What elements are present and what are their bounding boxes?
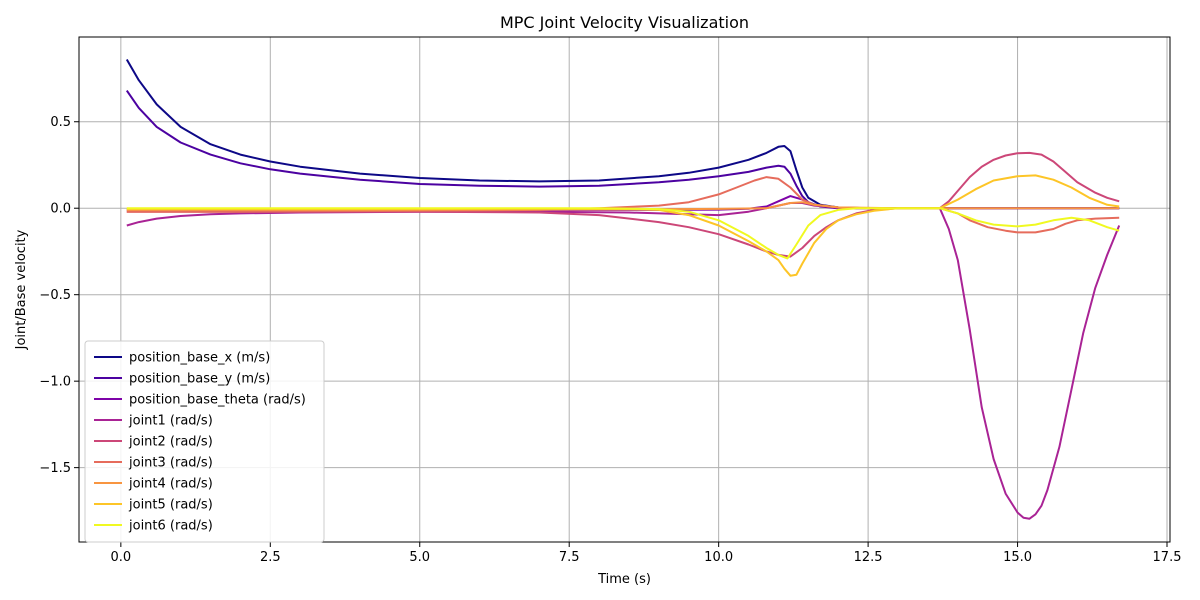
x-tick-label: 12.5	[854, 550, 883, 565]
legend-label: position_base_y (m/s)	[129, 372, 270, 387]
y-tick-label: 0.5	[50, 115, 71, 130]
series-line-8	[126, 174, 1120, 277]
plot-area-frame	[78, 36, 1171, 543]
x-tick-label: 5.0	[409, 550, 430, 565]
x-tick-label: 0.0	[111, 550, 132, 565]
x-axis-title: Time (s)	[597, 572, 651, 587]
series-lines	[125, 58, 1121, 520]
y-tick-label: −0.5	[39, 288, 71, 303]
legend-label: position_base_theta (rad/s)	[129, 393, 306, 408]
legend-label: joint2 (rad/s)	[128, 435, 213, 450]
y-tick-label: −1.5	[39, 461, 71, 476]
legend-label: joint1 (rad/s)	[128, 414, 213, 429]
legend-label: joint4 (rad/s)	[128, 477, 213, 492]
legend-box	[84, 340, 325, 543]
legend: position_base_x (m/s) position_base_y (m/…	[84, 340, 325, 543]
y-axis-ticks: 0.5 0.0 −0.5 −1.0 −1.5	[39, 115, 79, 476]
x-tick-label: 2.5	[260, 550, 281, 565]
series-line-9	[126, 207, 1120, 260]
legend-label: joint6 (rad/s)	[128, 519, 213, 534]
legend-label: joint3 (rad/s)	[128, 456, 213, 471]
x-tick-label: 7.5	[559, 550, 580, 565]
y-tick-label: 0.0	[50, 202, 71, 217]
legend-label: position_base_x (m/s)	[129, 351, 270, 366]
x-axis-ticks: 0.0 2.5 5.0 7.5 10.0 12.5 15.0 17.5	[111, 542, 1182, 565]
y-tick-label: −1.0	[39, 375, 71, 390]
legend-label: joint5 (rad/s)	[128, 498, 213, 513]
chart-title: MPC Joint Velocity Visualization	[500, 13, 749, 32]
x-tick-label: 15.0	[1003, 550, 1032, 565]
x-tick-label: 17.5	[1153, 550, 1182, 565]
y-axis-title: Joint/Base velocity	[14, 229, 29, 350]
x-tick-label: 10.0	[704, 550, 733, 565]
